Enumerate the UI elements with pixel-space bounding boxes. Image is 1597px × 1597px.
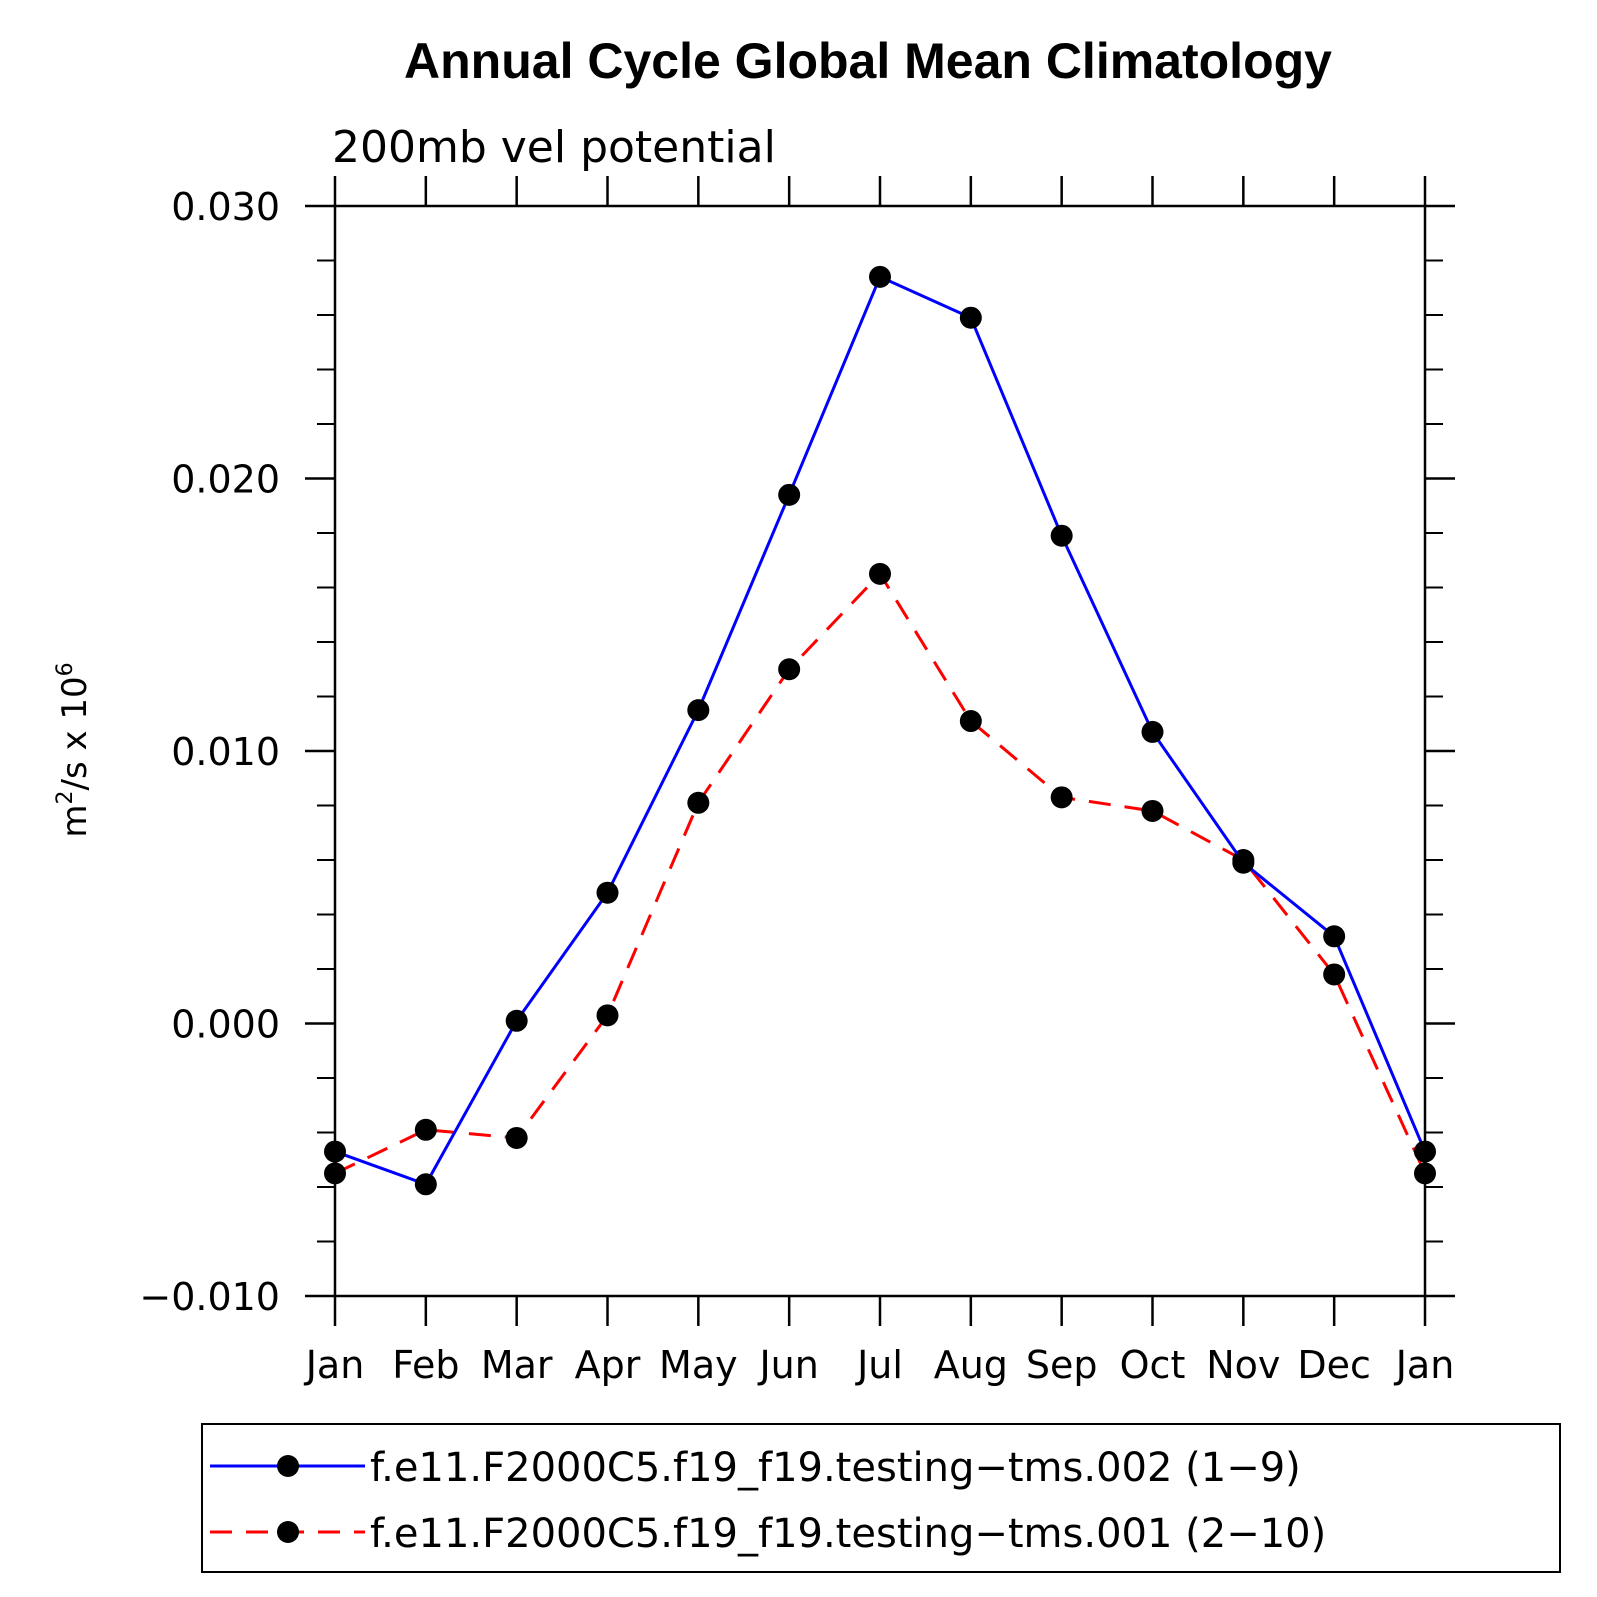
data-point [778,658,801,681]
data-point [959,710,982,733]
legend: f.e11.F2000C5.f19_f19.testing−tms.002 (1… [210,1445,1326,1557]
chart-title: Annual Cycle Global Mean Climatology [404,33,1332,89]
data-point [1323,963,1346,986]
data-point [1141,720,1164,743]
data-point [505,1009,528,1032]
series-line [334,274,1427,1187]
data-point [1232,851,1255,874]
legend-label: f.e11.F2000C5.f19_f19.testing−tms.002 (1… [370,1445,1301,1491]
x-tick-label: Jan [304,1343,365,1387]
x-tick-label: Feb [392,1343,459,1387]
x-tick-label: Jun [757,1343,818,1387]
legend-box [201,1423,1561,1573]
x-tick-label: Nov [1206,1343,1280,1387]
data-point [596,881,619,904]
data-point [596,1004,619,1027]
data-point [1050,786,1073,809]
data-point [687,791,710,814]
plot-frame [333,204,1427,1298]
data-point [505,1126,528,1149]
x-tick-label: Dec [1297,1343,1371,1387]
x-tick-label: Oct [1120,1343,1186,1387]
y-axis-label: m2/s x 106 [53,662,95,837]
x-tick-label: Aug [934,1343,1008,1387]
data-point [1414,1140,1436,1163]
data-point [1141,799,1164,822]
data-point [869,265,891,288]
y-tick-label: −0.010 [139,1275,280,1319]
data-point [1323,925,1346,948]
x-tick-label: May [659,1343,738,1387]
y-tick-label: 0.000 [171,1003,280,1047]
x-tick-label: Jul [855,1343,903,1387]
axes: Jan Feb Mar Apr May Jun Jul Aug Sep Oct Nov Dec Jan−… [139,176,1455,1387]
data-point [324,1162,346,1185]
series-group [324,265,1436,1196]
y-tick-label: 0.030 [171,185,280,229]
legend-marker [277,1455,299,1477]
chart-subtitle: 200mb vel potential [332,122,776,173]
legend-label: f.e11.F2000C5.f19_f19.testing−tms.001 (2… [370,1511,1326,1557]
x-tick-label: Apr [575,1343,641,1387]
data-point [414,1118,437,1141]
x-tick-label: Sep [1026,1343,1098,1387]
x-tick-label: Mar [481,1343,553,1387]
data-point [959,306,982,329]
data-point [687,699,710,722]
y-tick-label: 0.010 [171,730,280,774]
legend-marker [277,1521,299,1543]
data-point [1414,1162,1436,1185]
data-point [869,562,891,585]
y-tick-label: 0.020 [171,458,280,502]
x-tick-label: Jan [1394,1343,1455,1387]
data-point [414,1173,437,1196]
series-line [334,571,1427,1175]
data-point [324,1140,346,1163]
data-point [1050,524,1073,547]
data-point [778,483,801,506]
